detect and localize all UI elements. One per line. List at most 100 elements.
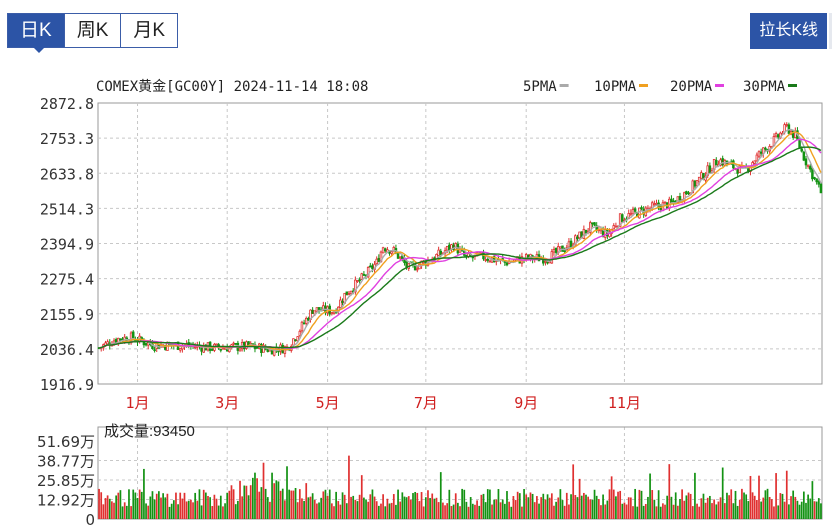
candle-body	[584, 229, 588, 234]
candle-body	[550, 251, 554, 264]
price-tick-label: 2275.4	[40, 271, 94, 289]
candle-body	[685, 191, 688, 195]
volume-bar	[170, 503, 173, 519]
candle-body	[593, 222, 596, 226]
volume-bar	[399, 501, 402, 519]
volume-bar	[745, 494, 748, 519]
volume-bar	[266, 497, 269, 519]
active-tab-indicator	[33, 47, 45, 53]
volume-bar	[211, 506, 214, 519]
volume-bar	[433, 498, 436, 519]
volume-bar	[377, 505, 380, 519]
tab-daily[interactable]: 日K	[7, 13, 65, 48]
volume-bar	[644, 503, 647, 519]
volume-bar	[301, 498, 303, 519]
candle-body	[808, 166, 812, 170]
candle-body	[612, 225, 616, 230]
volume-bar	[623, 502, 626, 519]
volume-bar	[702, 493, 705, 519]
month-tick-label: 11月	[608, 394, 641, 412]
volume-bar	[241, 496, 244, 519]
volume-bar	[228, 490, 231, 519]
volume-bar	[770, 499, 773, 519]
volume-bar	[723, 503, 726, 519]
volume-bar	[202, 489, 205, 519]
volume-bar	[777, 505, 780, 519]
volume-bar	[431, 493, 434, 519]
volume-bar	[264, 488, 267, 519]
volume-bar	[348, 455, 350, 519]
legend-swatch	[559, 84, 569, 87]
price-tick-label: 2514.3	[40, 200, 94, 218]
candle-body	[106, 341, 109, 345]
volume-bar	[328, 489, 331, 519]
month-tick-label: 5月	[316, 394, 340, 412]
legend-swatch	[639, 84, 648, 87]
candle-body	[307, 317, 310, 321]
volume-bar	[563, 505, 566, 519]
volume-bar	[749, 475, 752, 519]
volume-bar	[414, 491, 417, 519]
candle-body	[691, 180, 695, 194]
volume-bar	[113, 502, 115, 519]
candle-body	[471, 256, 475, 259]
candle-body	[574, 235, 577, 246]
tab-monthly[interactable]: 月K	[120, 13, 179, 48]
volume-bar	[484, 502, 487, 519]
volume-bar	[529, 492, 532, 519]
volume-bar	[108, 498, 111, 519]
volume-bar	[164, 497, 167, 519]
candle-body	[362, 273, 366, 276]
volume-bar	[296, 502, 299, 519]
volume-bar	[568, 504, 570, 519]
candle-body	[753, 160, 756, 164]
candle-body	[544, 260, 547, 263]
volume-bar	[322, 491, 325, 519]
candle-body	[219, 348, 223, 351]
price-tick-label: 2036.4	[40, 341, 94, 359]
volume-bar	[382, 494, 384, 519]
ma-legend: 5PMA 10PMA 20PMA 30PMA	[523, 79, 797, 95]
volume-bar	[352, 495, 355, 519]
candle-body	[747, 168, 750, 172]
volume-bar	[796, 500, 799, 519]
volume-bar	[405, 497, 408, 519]
volume-bar	[343, 494, 346, 519]
candle-body	[776, 134, 780, 138]
candle-body	[390, 251, 393, 254]
volume-bar	[676, 505, 679, 519]
tab-weekly[interactable]: 周K	[63, 13, 122, 48]
volume-bar	[407, 496, 410, 519]
volume-bar	[331, 503, 333, 519]
expand-kline-button[interactable]: 拉长K线	[750, 13, 827, 49]
candle-body	[559, 246, 562, 249]
price-tick-label: 2394.9	[40, 236, 94, 254]
volume-bar	[672, 504, 675, 519]
candle-body	[804, 158, 808, 166]
volume-bar	[476, 500, 478, 519]
volume-bar	[773, 506, 775, 519]
volume-bar	[98, 488, 100, 519]
volume-bar	[217, 505, 220, 519]
volume-bar	[805, 502, 807, 519]
legend-label: 5PMA	[523, 79, 557, 95]
volume-bar	[365, 499, 367, 519]
volume-bar	[386, 498, 389, 519]
volume-bar	[226, 492, 229, 519]
volume-bar	[696, 503, 698, 519]
candle-body	[215, 343, 218, 346]
volume-bar	[243, 485, 246, 519]
candle-body	[798, 138, 801, 149]
volume-bar	[286, 466, 288, 519]
volume-bar	[785, 470, 788, 519]
volume-bar	[166, 493, 169, 519]
volume-bar	[591, 499, 594, 519]
candle-body	[238, 348, 242, 352]
legend-label: 10PMA	[594, 79, 637, 95]
candle-body	[445, 245, 449, 251]
volume-bar	[523, 489, 525, 519]
candle-body	[178, 348, 182, 351]
volume-bar	[277, 481, 280, 519]
candle-body	[640, 207, 643, 209]
volume-bar	[320, 497, 323, 519]
